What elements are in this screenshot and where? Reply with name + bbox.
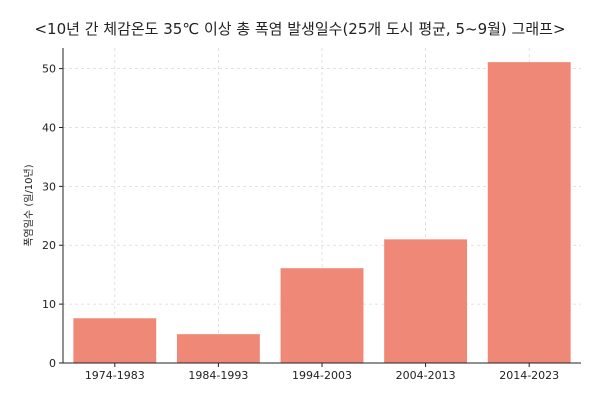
bar-2014-2023 (487, 62, 571, 364)
y-tick-label: 0 (49, 357, 56, 370)
bar-1974-1983 (73, 318, 157, 363)
chart-title: <10년 간 체감온도 35℃ 이상 총 폭염 발생일수(25개 도시 평균, … (34, 20, 566, 38)
bar-1994-2003 (280, 268, 364, 363)
bar-2004-2013 (384, 239, 468, 363)
x-tick-label: 2014-2023 (499, 369, 559, 382)
x-tick-label: 1984-1993 (188, 369, 248, 382)
y-tick-label: 30 (42, 180, 56, 193)
bar-layer (73, 62, 571, 364)
y-tick-label: 20 (42, 239, 56, 252)
axis-layer: 0 10 20 30 40 50 1974-1983 1984-1993 1994-2003 20… (23, 48, 581, 382)
bar-1984-1993 (176, 334, 260, 363)
x-tick-label: 1974-1983 (85, 369, 145, 382)
y-tick-label: 40 (42, 121, 56, 134)
y-tick-label: 10 (42, 298, 56, 311)
x-tick-label: 1994-2003 (292, 369, 352, 382)
y-axis-title: 폭염일수 (일/10년) (23, 164, 35, 246)
x-tick-label: 2004-2013 (396, 369, 456, 382)
y-tick-label: 50 (42, 63, 56, 76)
